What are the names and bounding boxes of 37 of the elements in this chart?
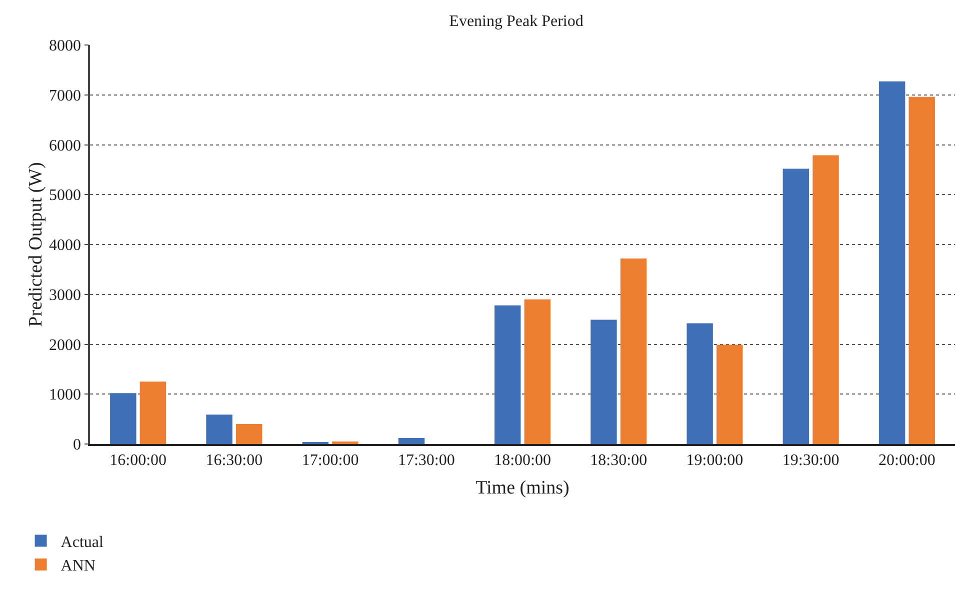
bar bbox=[494, 305, 521, 444]
bar bbox=[812, 155, 839, 444]
bar bbox=[782, 168, 810, 444]
y-tick-label: 2000 bbox=[49, 336, 82, 354]
y-tick-label: 8000 bbox=[49, 38, 82, 55]
bar bbox=[524, 299, 551, 444]
y-tick-label: 1000 bbox=[49, 386, 82, 404]
bar bbox=[878, 81, 906, 444]
bar bbox=[206, 414, 232, 444]
bar bbox=[110, 393, 136, 444]
bar bbox=[620, 258, 647, 444]
bar bbox=[398, 438, 425, 444]
bar bbox=[140, 382, 166, 444]
y-tick-label: 5000 bbox=[49, 187, 82, 204]
bar bbox=[686, 323, 713, 444]
y-tick-label: 6000 bbox=[49, 137, 82, 154]
x-tick-label: 18:00:00 bbox=[494, 452, 551, 470]
y-tick-label: 3000 bbox=[49, 286, 82, 304]
bar bbox=[908, 96, 935, 444]
x-tick-label: 16:00:00 bbox=[110, 452, 167, 470]
y-axis-title: Predicted Output (W) bbox=[26, 162, 46, 327]
x-tick-label: 17:00:00 bbox=[302, 452, 359, 470]
chart-title: Evening Peak Period bbox=[449, 13, 584, 30]
x-tick-label: 16:30:00 bbox=[206, 452, 263, 470]
y-tick-label: 4000 bbox=[49, 237, 82, 254]
x-tick-label: 17:30:00 bbox=[398, 452, 455, 470]
bar bbox=[236, 424, 262, 444]
x-tick-label: 19:30:00 bbox=[782, 452, 840, 470]
x-axis-title: Time (mins) bbox=[476, 478, 570, 498]
bar bbox=[590, 320, 617, 444]
y-tick-label: 7000 bbox=[49, 87, 82, 104]
bar bbox=[716, 344, 743, 444]
x-tick-label: 18:30:00 bbox=[590, 452, 648, 470]
x-tick-label: 20:00:00 bbox=[878, 452, 936, 470]
x-tick-label: 19:00:00 bbox=[686, 452, 744, 470]
legend-label: Actual bbox=[60, 534, 104, 551]
y-tick-label: 0 bbox=[73, 436, 82, 454]
